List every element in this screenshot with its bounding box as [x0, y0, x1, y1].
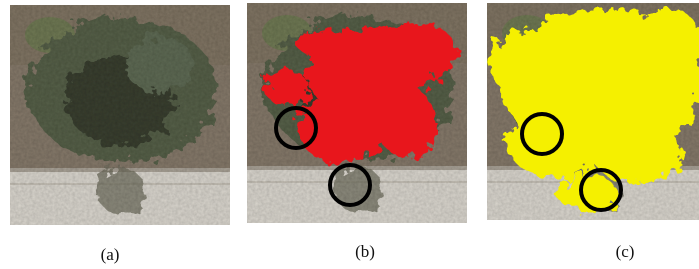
photo-frame — [487, 3, 699, 223]
panel-label: (c) — [616, 242, 635, 261]
panel-c — [487, 3, 699, 223]
figure: (a) (b) (c) — [0, 0, 699, 269]
panel-a — [10, 5, 230, 225]
panel-label: (a) — [101, 245, 120, 264]
photo — [10, 5, 230, 225]
panel-b — [247, 3, 467, 223]
panel-label: (b) — [355, 242, 375, 261]
